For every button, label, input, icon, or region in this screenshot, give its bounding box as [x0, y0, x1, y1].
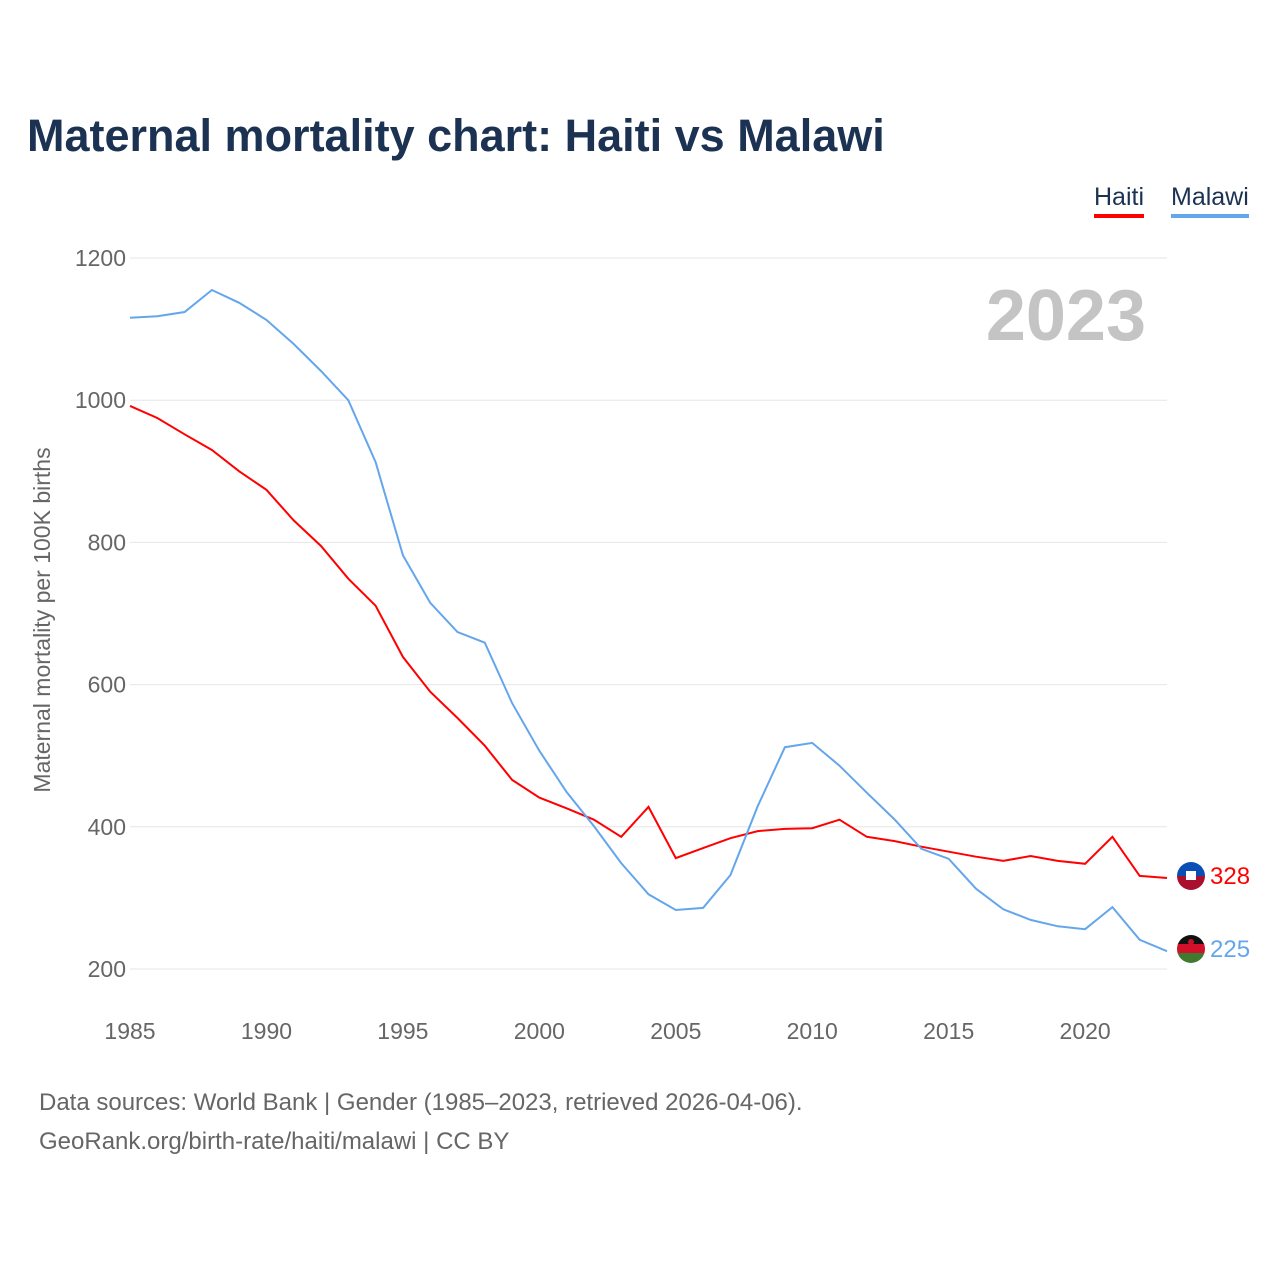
x-tick-label: 1995: [377, 1018, 428, 1044]
y-axis-label: Maternal mortality per 100K births: [29, 447, 55, 792]
x-tick-label: 1990: [241, 1018, 292, 1044]
malawi-flag-icon: [1177, 935, 1205, 963]
year-watermark: 2023: [986, 276, 1146, 356]
x-tick-label: 2005: [650, 1018, 701, 1044]
y-tick-label: 400: [88, 814, 126, 840]
chart-title: Maternal mortality chart: Haiti vs Malaw…: [27, 110, 885, 161]
footer-sources: Data sources: World Bank | Gender (1985–…: [39, 1089, 803, 1116]
haiti-line: [129, 404, 1168, 879]
y-tick-label: 600: [88, 672, 126, 698]
x-tick-label: 2015: [923, 1018, 974, 1044]
y-tick-label: 800: [88, 529, 126, 555]
y-tick-label: 200: [88, 956, 126, 982]
footer-link[interactable]: GeoRank.org/birth-rate/haiti/malawi | CC…: [39, 1128, 510, 1155]
haiti-end-label: 328: [1210, 863, 1250, 890]
malawi-end-label: 225: [1210, 936, 1250, 963]
haiti-flag-icon: [1177, 862, 1205, 890]
x-tick-label: 2010: [787, 1018, 838, 1044]
x-tick-label: 2020: [1060, 1018, 1111, 1044]
legend-malawi[interactable]: Malawi: [1171, 183, 1249, 218]
y-tick-label: 1000: [75, 387, 126, 413]
x-tick-label: 2000: [514, 1018, 565, 1044]
malawi-line: [129, 288, 1168, 953]
y-tick-label: 1200: [75, 245, 126, 271]
legend-haiti[interactable]: Haiti: [1094, 183, 1145, 218]
x-tick-label: 1985: [104, 1018, 155, 1044]
